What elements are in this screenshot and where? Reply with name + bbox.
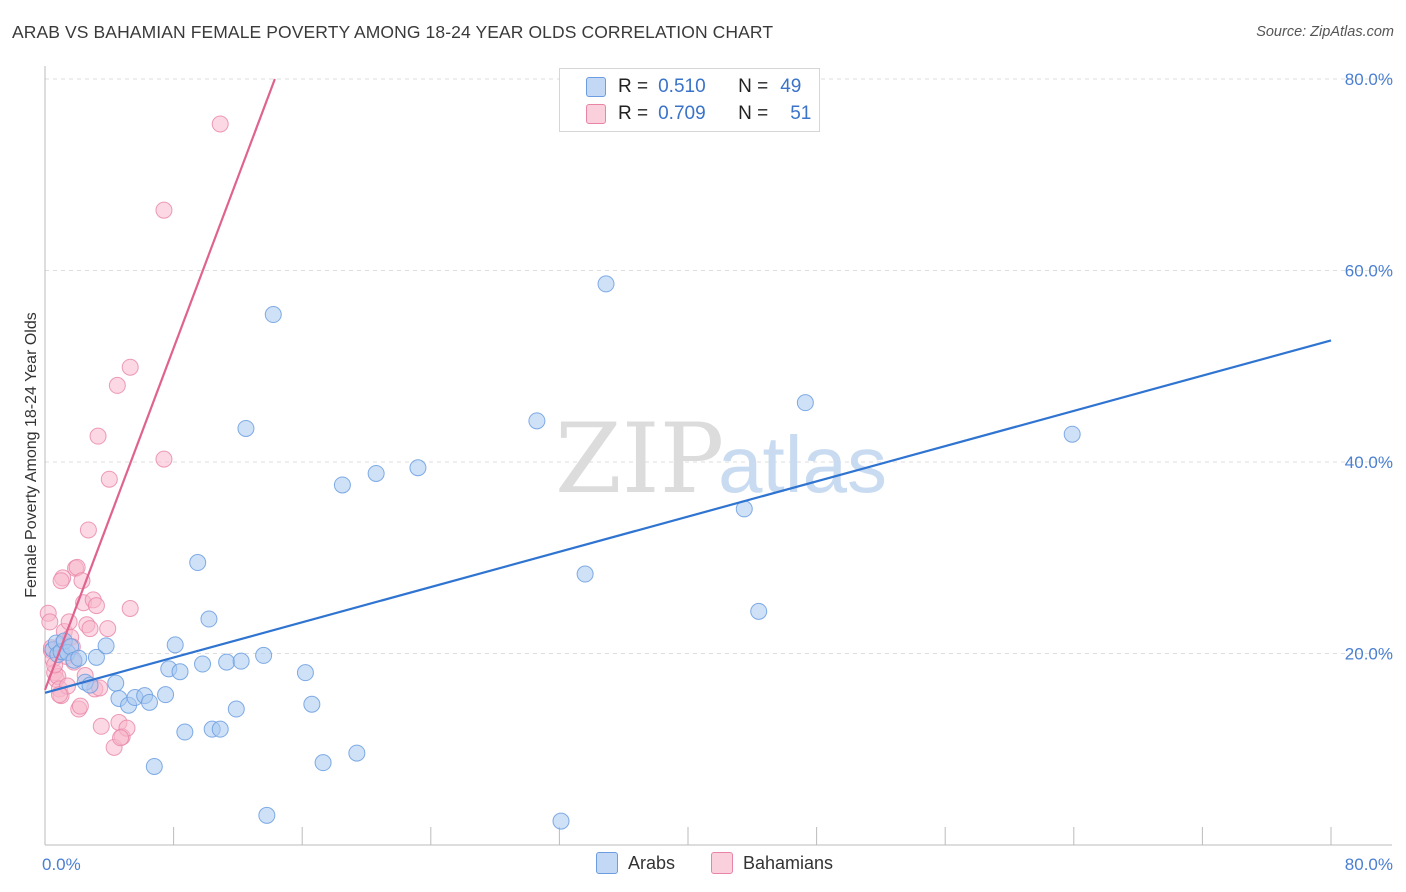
y-tick-label-2: 60.0% [1345,262,1393,281]
arabs-point-13 [107,674,125,692]
arabs-point-45 [552,812,570,830]
bottom-legend-bahamians: Bahamians [711,852,833,874]
bottom-legend-bahamians-label: Bahamians [743,852,834,873]
arabs-point-12 [97,637,115,655]
arabs-point-37 [296,664,314,682]
arabs-point-24 [176,723,194,741]
source-label: Source: ZipAtlas.com [1256,24,1394,40]
arabs-point-23 [171,663,189,681]
legend-n-value: 49 [780,76,802,97]
arabs-trend-line [44,339,1332,694]
bahamians-point-45 [211,115,229,133]
arabs-point-22 [166,636,184,654]
legend-swatch-arabs [586,77,606,97]
arabs-point-47 [597,275,615,293]
arabs-point-11 [87,648,105,666]
bahamians-point-42 [121,358,139,376]
arabs-point-35 [258,806,276,824]
legend-r-value: 0.510 [658,76,706,97]
arabs-point-31 [227,700,245,718]
arabs-point-19 [145,757,163,775]
arabs-points [44,275,1081,830]
bottom-swatch-arabs [596,852,618,874]
legend-r-label: R = [618,103,649,124]
watermark: ZIP atlas [555,403,887,515]
legend-swatch-bahamians [586,104,606,124]
arabs-point-25 [189,554,207,572]
legend-n-value: 51 [790,103,812,124]
arabs-point-41 [348,744,366,762]
bahamians-point-41 [112,729,130,747]
legend-n-label: N = [738,103,769,124]
bahamians-trend-line [43,78,276,691]
bahamians-point-34 [100,470,118,488]
arabs-point-27 [200,610,218,628]
watermark-zip: ZIP [555,403,724,515]
arabs-point-39 [314,754,332,772]
arabs-point-49 [750,602,768,620]
arabs-point-26 [194,655,212,673]
arabs-point-18 [140,693,158,711]
legend-row-arabs: R = 0.510 N = 49 [586,74,801,100]
bottom-swatch-bahamians [711,852,733,874]
legend-row-bahamians: R = 0.709 N = 51 [586,101,811,127]
bahamians-point-38 [108,376,126,394]
grid-lines [45,78,1392,654]
legend-n-label: N = [738,76,769,97]
arabs-point-46 [576,565,594,583]
bahamians-point-30 [89,427,107,445]
x-tick-label-min: 0.0% [42,855,81,874]
chart-title: ARAB VS BAHAMIAN FEMALE POVERTY AMONG 18… [12,22,774,42]
legend-r-value: 0.709 [658,103,706,124]
arabs-point-38 [303,695,321,713]
arabs-point-8 [70,649,88,667]
bahamians-point-47 [52,572,70,590]
y-tick-label-3: 80.0% [1345,70,1393,89]
bahamians-point-44 [155,201,173,219]
arabs-point-44 [528,412,546,430]
bahamians-point-25 [79,521,97,539]
arabs-point-20 [157,686,175,704]
arabs-point-30 [218,653,236,671]
legend: R = 0.510 N = 49 R = 0.709 N = 51 [559,68,820,132]
arabs-point-51 [1063,425,1081,443]
y-axis-label: Female Poverty Among 18-24 Year Olds [23,312,40,598]
legend-r-label: R = [618,76,649,97]
arabs-point-42 [367,464,385,482]
arabs-point-40 [333,476,351,494]
y-tick-label-0: 20.0% [1345,645,1393,664]
bottom-legend-arabs: Arabs [596,852,675,874]
bahamians-point-20 [71,697,89,715]
axes [44,66,1392,846]
bahamians-point-40 [121,599,139,617]
bahamians-point-26 [81,620,99,638]
x-tick-label-max: 80.0% [1345,855,1393,874]
watermark-atlas: atlas [718,420,887,509]
arabs-point-32 [232,652,250,670]
arabs-point-29 [211,720,229,738]
bahamians-point-32 [92,717,110,735]
bahamians-point-43 [155,450,173,468]
arabs-point-34 [255,646,273,664]
bahamians-point-33 [99,620,117,638]
trend-lines [43,78,1332,694]
tick-labels: 20.0% 40.0% 60.0% 80.0% 0.0% 80.0% [42,70,1393,874]
arabs-point-43 [409,459,427,477]
arabs-point-33 [237,419,255,437]
arabs-point-36 [264,306,282,324]
bahamians-point-1 [41,613,59,631]
arabs-point-50 [796,394,814,412]
bahamians-point-29 [87,597,105,615]
y-tick-label-1: 40.0% [1345,453,1393,472]
bottom-legend-arabs-label: Arabs [628,852,676,873]
